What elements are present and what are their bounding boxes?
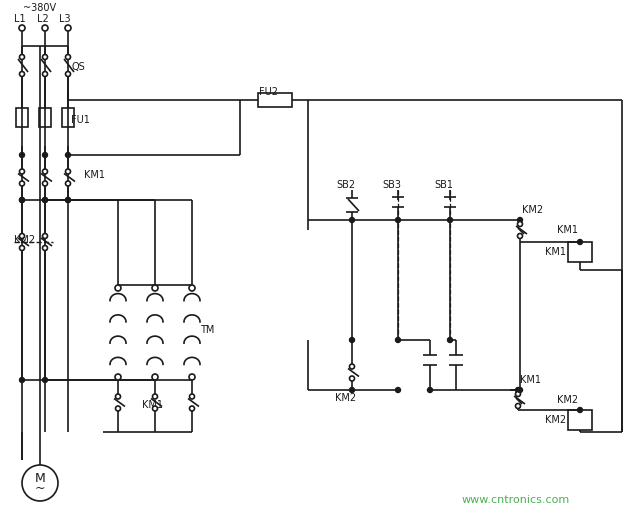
Circle shape — [518, 388, 522, 393]
Text: KM1: KM1 — [520, 375, 541, 385]
Circle shape — [115, 374, 121, 380]
Circle shape — [19, 245, 24, 250]
Text: L1: L1 — [14, 14, 26, 24]
Circle shape — [396, 217, 401, 223]
Circle shape — [65, 25, 71, 31]
Circle shape — [19, 198, 24, 203]
Circle shape — [65, 169, 70, 174]
Text: TM: TM — [200, 325, 214, 335]
Text: KM2: KM2 — [557, 395, 579, 405]
Circle shape — [19, 54, 24, 59]
Circle shape — [42, 377, 47, 383]
Circle shape — [396, 388, 401, 393]
Circle shape — [19, 234, 24, 238]
Text: ~380V: ~380V — [23, 3, 56, 13]
Circle shape — [349, 376, 355, 381]
Circle shape — [152, 285, 158, 291]
Circle shape — [189, 285, 195, 291]
Circle shape — [19, 181, 24, 186]
Circle shape — [515, 392, 520, 397]
Circle shape — [42, 152, 47, 157]
Circle shape — [42, 181, 47, 186]
Text: L3: L3 — [59, 14, 70, 24]
Circle shape — [396, 337, 401, 342]
Circle shape — [65, 181, 70, 186]
Circle shape — [577, 239, 582, 244]
Text: www.cntronics.com: www.cntronics.com — [462, 495, 570, 505]
Circle shape — [115, 285, 121, 291]
Circle shape — [428, 388, 433, 393]
Text: FU1: FU1 — [71, 115, 90, 125]
Circle shape — [515, 403, 520, 408]
Text: SB3: SB3 — [383, 180, 401, 190]
Text: SB2: SB2 — [337, 180, 356, 190]
Circle shape — [518, 217, 522, 223]
Bar — [16, 108, 28, 127]
Circle shape — [447, 337, 452, 342]
Text: KM2: KM2 — [335, 393, 356, 403]
Circle shape — [115, 394, 120, 399]
Circle shape — [115, 406, 120, 411]
Text: KM2: KM2 — [14, 235, 35, 245]
Circle shape — [42, 245, 47, 250]
Circle shape — [42, 198, 47, 203]
Circle shape — [152, 406, 157, 411]
Circle shape — [19, 169, 24, 174]
Text: KM1: KM1 — [545, 247, 566, 257]
Circle shape — [189, 394, 195, 399]
Circle shape — [577, 407, 582, 412]
Text: ~: ~ — [35, 482, 45, 494]
Circle shape — [65, 54, 70, 59]
Text: KM2: KM2 — [522, 205, 543, 215]
Text: QS: QS — [72, 62, 86, 72]
Bar — [39, 108, 51, 127]
Text: KM1: KM1 — [142, 400, 163, 410]
Text: KM1: KM1 — [557, 225, 579, 235]
Bar — [62, 108, 74, 127]
Text: FU2: FU2 — [259, 87, 278, 97]
Circle shape — [65, 72, 70, 77]
Circle shape — [518, 221, 522, 227]
Circle shape — [19, 72, 24, 77]
Circle shape — [189, 374, 195, 380]
Circle shape — [152, 374, 158, 380]
Circle shape — [65, 198, 70, 203]
Circle shape — [42, 25, 48, 31]
Circle shape — [42, 234, 47, 238]
Circle shape — [447, 217, 452, 223]
Circle shape — [349, 217, 355, 223]
Text: M: M — [35, 472, 45, 486]
Circle shape — [515, 388, 520, 393]
Circle shape — [518, 234, 522, 238]
Text: KM1: KM1 — [84, 170, 105, 180]
Circle shape — [22, 465, 58, 501]
Circle shape — [42, 198, 47, 203]
Circle shape — [19, 198, 24, 203]
Text: KM2: KM2 — [545, 415, 566, 425]
Text: SB1: SB1 — [435, 180, 454, 190]
Circle shape — [152, 394, 157, 399]
Circle shape — [42, 169, 47, 174]
Circle shape — [349, 364, 355, 369]
Circle shape — [349, 337, 355, 342]
Bar — [568, 410, 592, 430]
Text: L2: L2 — [37, 14, 49, 24]
Bar — [568, 242, 592, 262]
Circle shape — [65, 152, 70, 157]
Circle shape — [19, 377, 24, 383]
Circle shape — [189, 406, 195, 411]
Circle shape — [19, 152, 24, 157]
Circle shape — [65, 198, 70, 203]
Circle shape — [19, 25, 25, 31]
Circle shape — [42, 54, 47, 59]
Bar — [258, 93, 292, 107]
Circle shape — [349, 388, 355, 393]
Circle shape — [42, 72, 47, 77]
